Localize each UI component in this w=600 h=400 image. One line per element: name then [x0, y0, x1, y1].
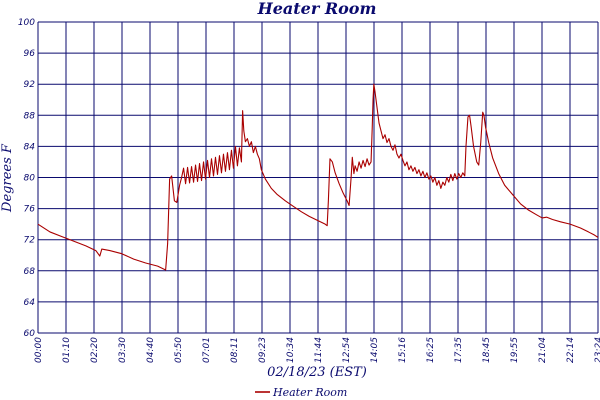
- x-tick-labels: 00:00 01:10 02:20 03:30 04:40 05:50 07:01 08:11…: [34, 337, 600, 363]
- legend: Heater Room: [255, 386, 347, 399]
- x-tick-label: 21:04: [538, 337, 548, 363]
- x-tick-label: 19:55: [510, 337, 520, 363]
- legend-label: Heater Room: [272, 386, 347, 399]
- y-tick-labels: 60 64 68 72 76 80 84 88 92 96 100: [18, 18, 35, 339]
- x-tick-label: 00:00: [34, 337, 44, 363]
- y-axis-label: Degrees F: [0, 143, 15, 213]
- x-tick-label: 07:01: [202, 337, 212, 363]
- x-axis-label: 02/18/23 (EST): [267, 365, 367, 380]
- y-tick-label: 88: [24, 111, 36, 121]
- x-tick-label: 08:11: [230, 337, 240, 363]
- chart-title: Heater Room: [257, 0, 377, 18]
- y-tick-label: 92: [24, 80, 36, 90]
- grid-lines: [37, 21, 599, 334]
- y-tick-label: 100: [18, 18, 35, 28]
- y-tick-label: 60: [24, 329, 36, 339]
- x-tick-label: 09:23: [258, 337, 268, 363]
- x-tick-label: 10:34: [286, 337, 296, 363]
- x-tick-label: 02:20: [90, 337, 100, 363]
- x-tick-label: 23:24: [594, 337, 600, 363]
- x-tick-label: 14:05: [370, 337, 380, 363]
- x-tick-label: 15:16: [398, 337, 408, 363]
- x-tick-label: 11:44: [314, 337, 324, 363]
- x-tick-label: 04:40: [146, 337, 156, 363]
- x-tick-label: 22:14: [566, 337, 576, 363]
- y-tick-label: 72: [24, 236, 36, 246]
- y-tick-label: 84: [24, 142, 36, 152]
- y-tick-label: 64: [24, 298, 36, 308]
- x-tick-label: 16:25: [426, 337, 436, 363]
- series-line-heater-room: [37, 83, 599, 271]
- x-tick-label: 05:50: [174, 337, 184, 363]
- y-tick-label: 96: [24, 49, 36, 59]
- y-tick-label: 68: [24, 267, 36, 277]
- x-tick-label: 01:10: [62, 337, 72, 363]
- y-tick-label: 76: [24, 205, 36, 215]
- x-tick-label: 18:45: [482, 337, 492, 363]
- y-tick-label: 80: [24, 174, 36, 184]
- x-tick-label: 17:35: [454, 337, 464, 363]
- x-tick-label: 12:54: [342, 337, 352, 363]
- x-tick-label: 03:30: [118, 337, 128, 363]
